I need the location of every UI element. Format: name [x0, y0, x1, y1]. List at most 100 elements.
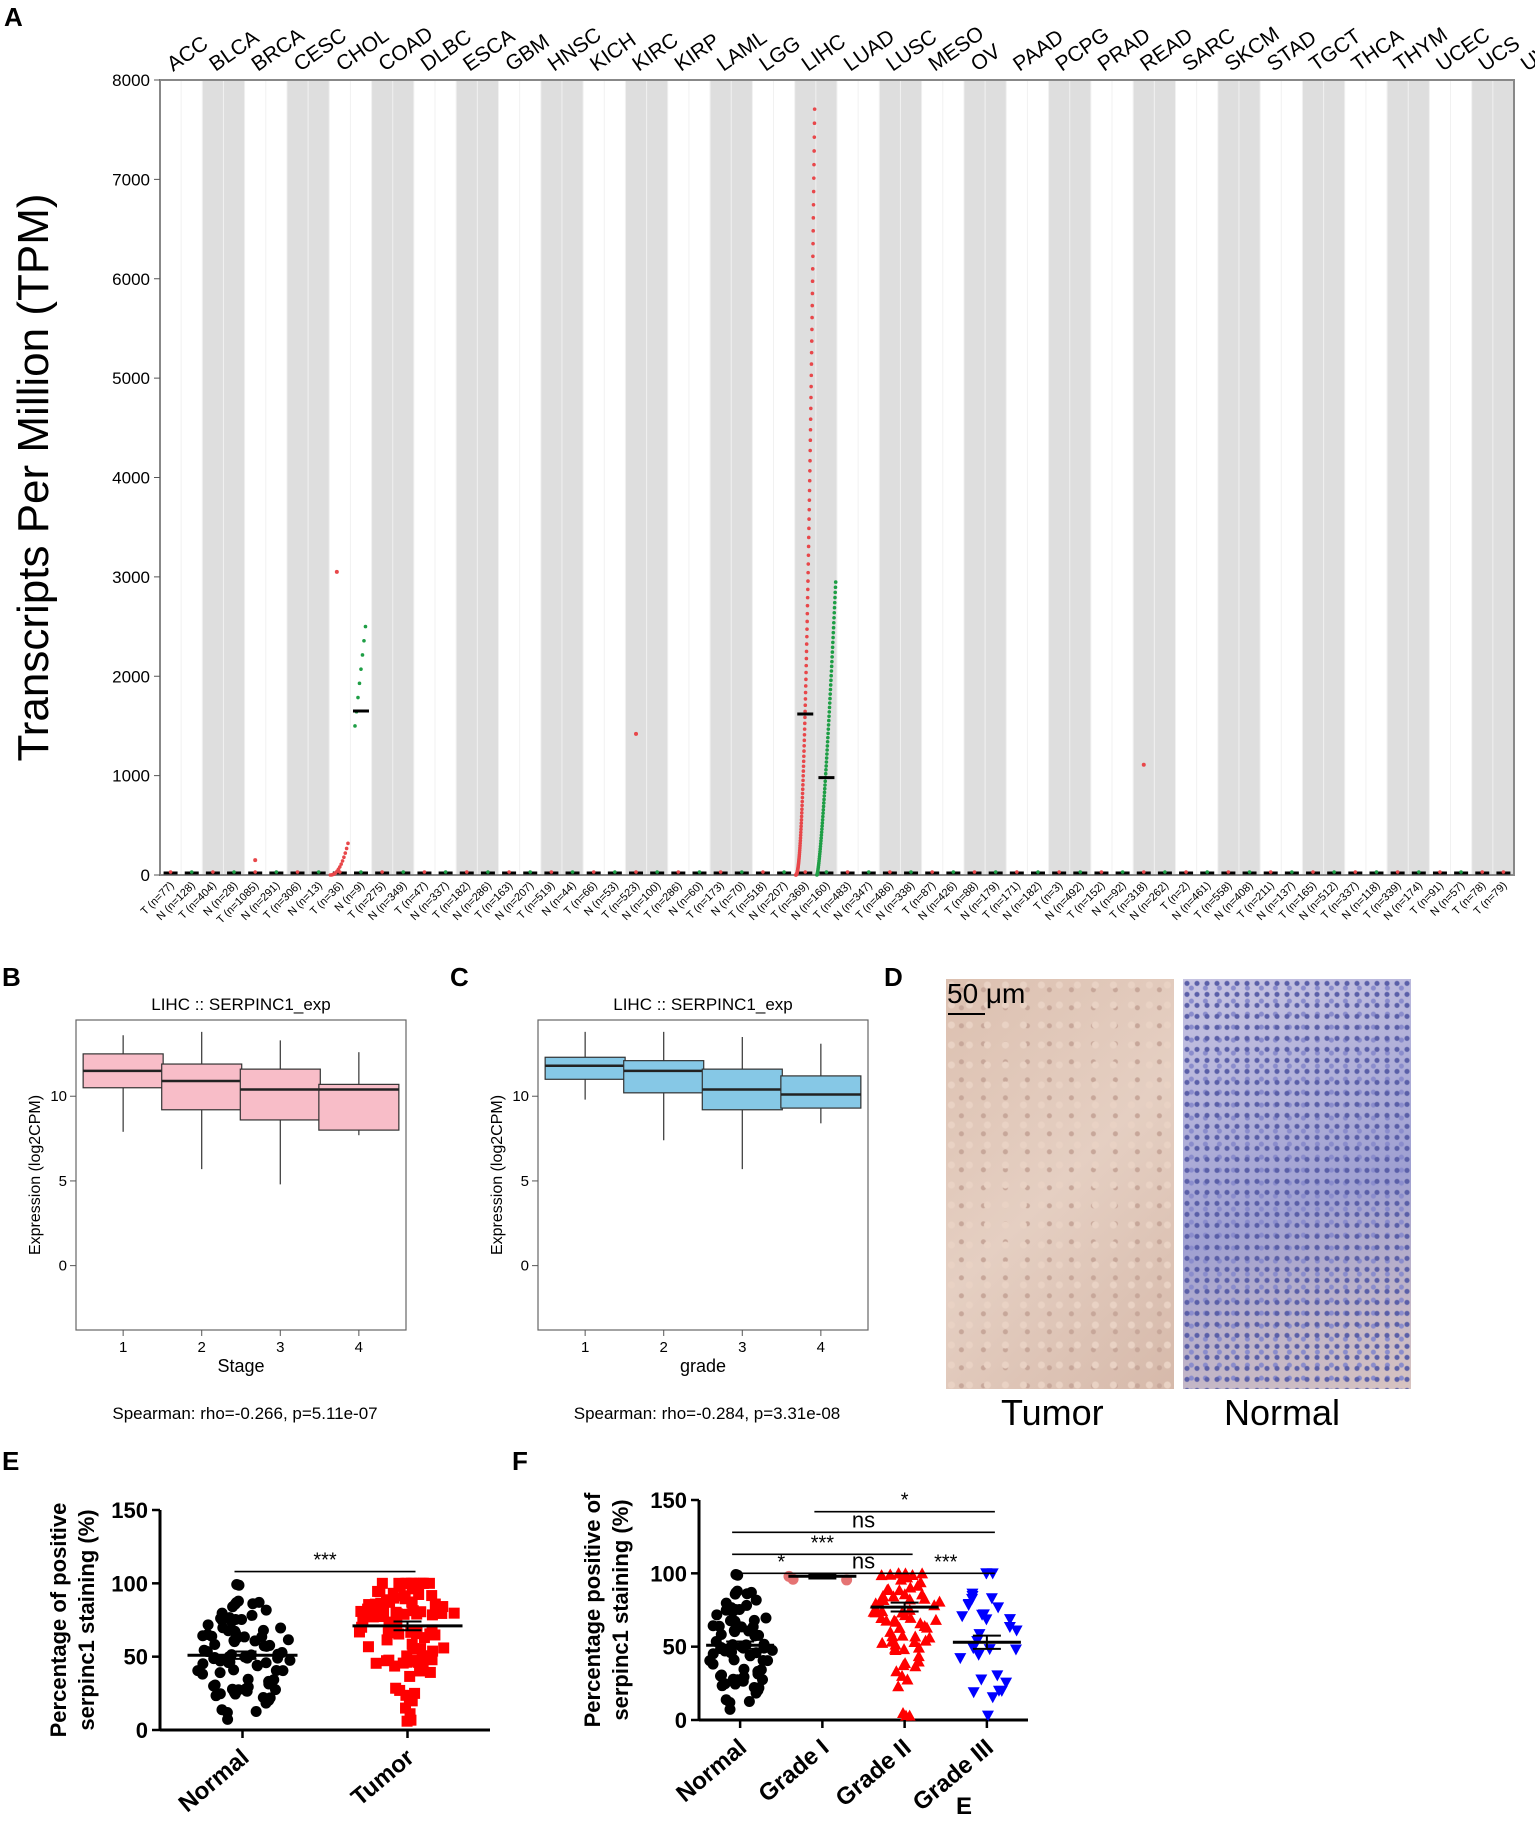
cancer-label-kirp: KIRP — [671, 29, 724, 76]
data-point — [986, 1692, 999, 1704]
data-point — [741, 1588, 753, 1600]
tumor-point — [812, 176, 816, 180]
data-point — [403, 1694, 415, 1706]
tumor-point — [342, 855, 346, 860]
baseline-point — [486, 870, 490, 874]
baseline-point — [380, 870, 384, 874]
baseline-point — [1290, 870, 1294, 874]
tumor-point — [812, 135, 817, 139]
baseline-point — [1247, 870, 1252, 874]
tumor-point — [346, 841, 350, 846]
tumor-point — [804, 642, 809, 646]
data-point — [406, 1638, 418, 1650]
data-point — [217, 1622, 229, 1634]
data-point — [241, 1685, 253, 1697]
baseline-point — [1163, 870, 1167, 874]
normal-point — [827, 718, 831, 723]
box — [544, 1056, 626, 1080]
data-point — [899, 1657, 912, 1669]
box — [780, 1075, 862, 1109]
normal-point — [822, 786, 827, 791]
data-point — [192, 1665, 204, 1677]
normal-point — [827, 705, 832, 710]
normal-point — [829, 669, 834, 673]
normal-point — [826, 727, 831, 731]
data-point — [214, 1667, 226, 1679]
x-tick-label: Grade III — [908, 1734, 999, 1816]
normal-point — [359, 667, 363, 671]
data-point — [886, 1630, 899, 1642]
tumor-point — [811, 241, 815, 246]
data-point — [282, 1634, 294, 1646]
data-point — [981, 1710, 994, 1722]
ihc-tumor-image — [946, 979, 1174, 1389]
data-point — [210, 1690, 222, 1702]
baseline-point — [443, 870, 448, 874]
ihc-tumor-label: Tumor — [1001, 1392, 1104, 1433]
tumor-point — [808, 417, 813, 421]
baseline-point — [739, 870, 744, 874]
data-point — [208, 1680, 220, 1692]
panel-letter-b: B — [2, 962, 21, 992]
data-point — [762, 1655, 774, 1667]
data-point — [390, 1606, 402, 1618]
data-point — [715, 1670, 727, 1682]
tumor-point — [803, 709, 807, 714]
y-axis-label-a: Transcripts Per Million (TPM) — [9, 194, 58, 762]
data-point — [393, 1628, 405, 1640]
data-point — [251, 1660, 263, 1672]
y-tick-label-a: 7000 — [112, 170, 150, 189]
cancer-label-acc: ACC — [163, 32, 213, 76]
normal-point — [829, 664, 834, 669]
data-point — [899, 1609, 912, 1621]
box — [161, 1063, 243, 1111]
normal-point — [822, 794, 827, 798]
normal-point — [826, 731, 830, 736]
data-point — [246, 1609, 258, 1621]
y-tick-label: 10 — [50, 1088, 67, 1105]
baseline-point — [1205, 870, 1210, 874]
tumor-point — [343, 851, 348, 855]
panel-letter-e: E — [2, 1446, 20, 1476]
panel-letter-f: F — [512, 1446, 528, 1476]
tumor-point — [803, 703, 808, 708]
tumor-point — [338, 865, 342, 869]
baseline-point — [464, 870, 469, 874]
data-point — [376, 1577, 388, 1589]
data-point — [876, 1589, 889, 1601]
tumor-point — [800, 807, 804, 811]
normal-point — [822, 797, 826, 802]
tumor-point — [807, 498, 812, 502]
data-point — [977, 1609, 990, 1621]
data-point — [892, 1680, 905, 1692]
tumor-point — [806, 579, 810, 583]
data-point — [887, 1590, 900, 1602]
normal-point — [832, 615, 836, 620]
tumor-point — [808, 468, 812, 473]
chart-f: 0 50 100 150 Percentage positive of serpinc1 … — [580, 1488, 1028, 1816]
normal-point — [824, 760, 829, 764]
x-tick-label: Normal — [174, 1744, 255, 1818]
normal-point — [830, 650, 835, 654]
data-point — [438, 1642, 450, 1654]
baseline-point — [189, 870, 194, 874]
panel-letter-a: A — [4, 2, 23, 32]
tumor-point — [810, 279, 815, 284]
data-point — [912, 1655, 925, 1667]
data-point — [414, 1665, 426, 1677]
data-point — [236, 1614, 248, 1626]
data-point — [215, 1612, 227, 1624]
normal-point — [824, 764, 828, 768]
data-point — [904, 1581, 917, 1593]
data-point — [741, 1599, 753, 1611]
data-point — [882, 1583, 895, 1595]
tumor-point — [805, 619, 809, 624]
x-tick-label: 4 — [817, 1339, 825, 1356]
normal-point — [818, 841, 823, 846]
y-tick-label-a: 2000 — [112, 667, 150, 686]
baseline-point — [803, 870, 808, 874]
data-point — [375, 1597, 387, 1609]
data-point — [247, 1598, 259, 1610]
data-point — [448, 1607, 460, 1619]
baseline-point — [549, 870, 554, 874]
